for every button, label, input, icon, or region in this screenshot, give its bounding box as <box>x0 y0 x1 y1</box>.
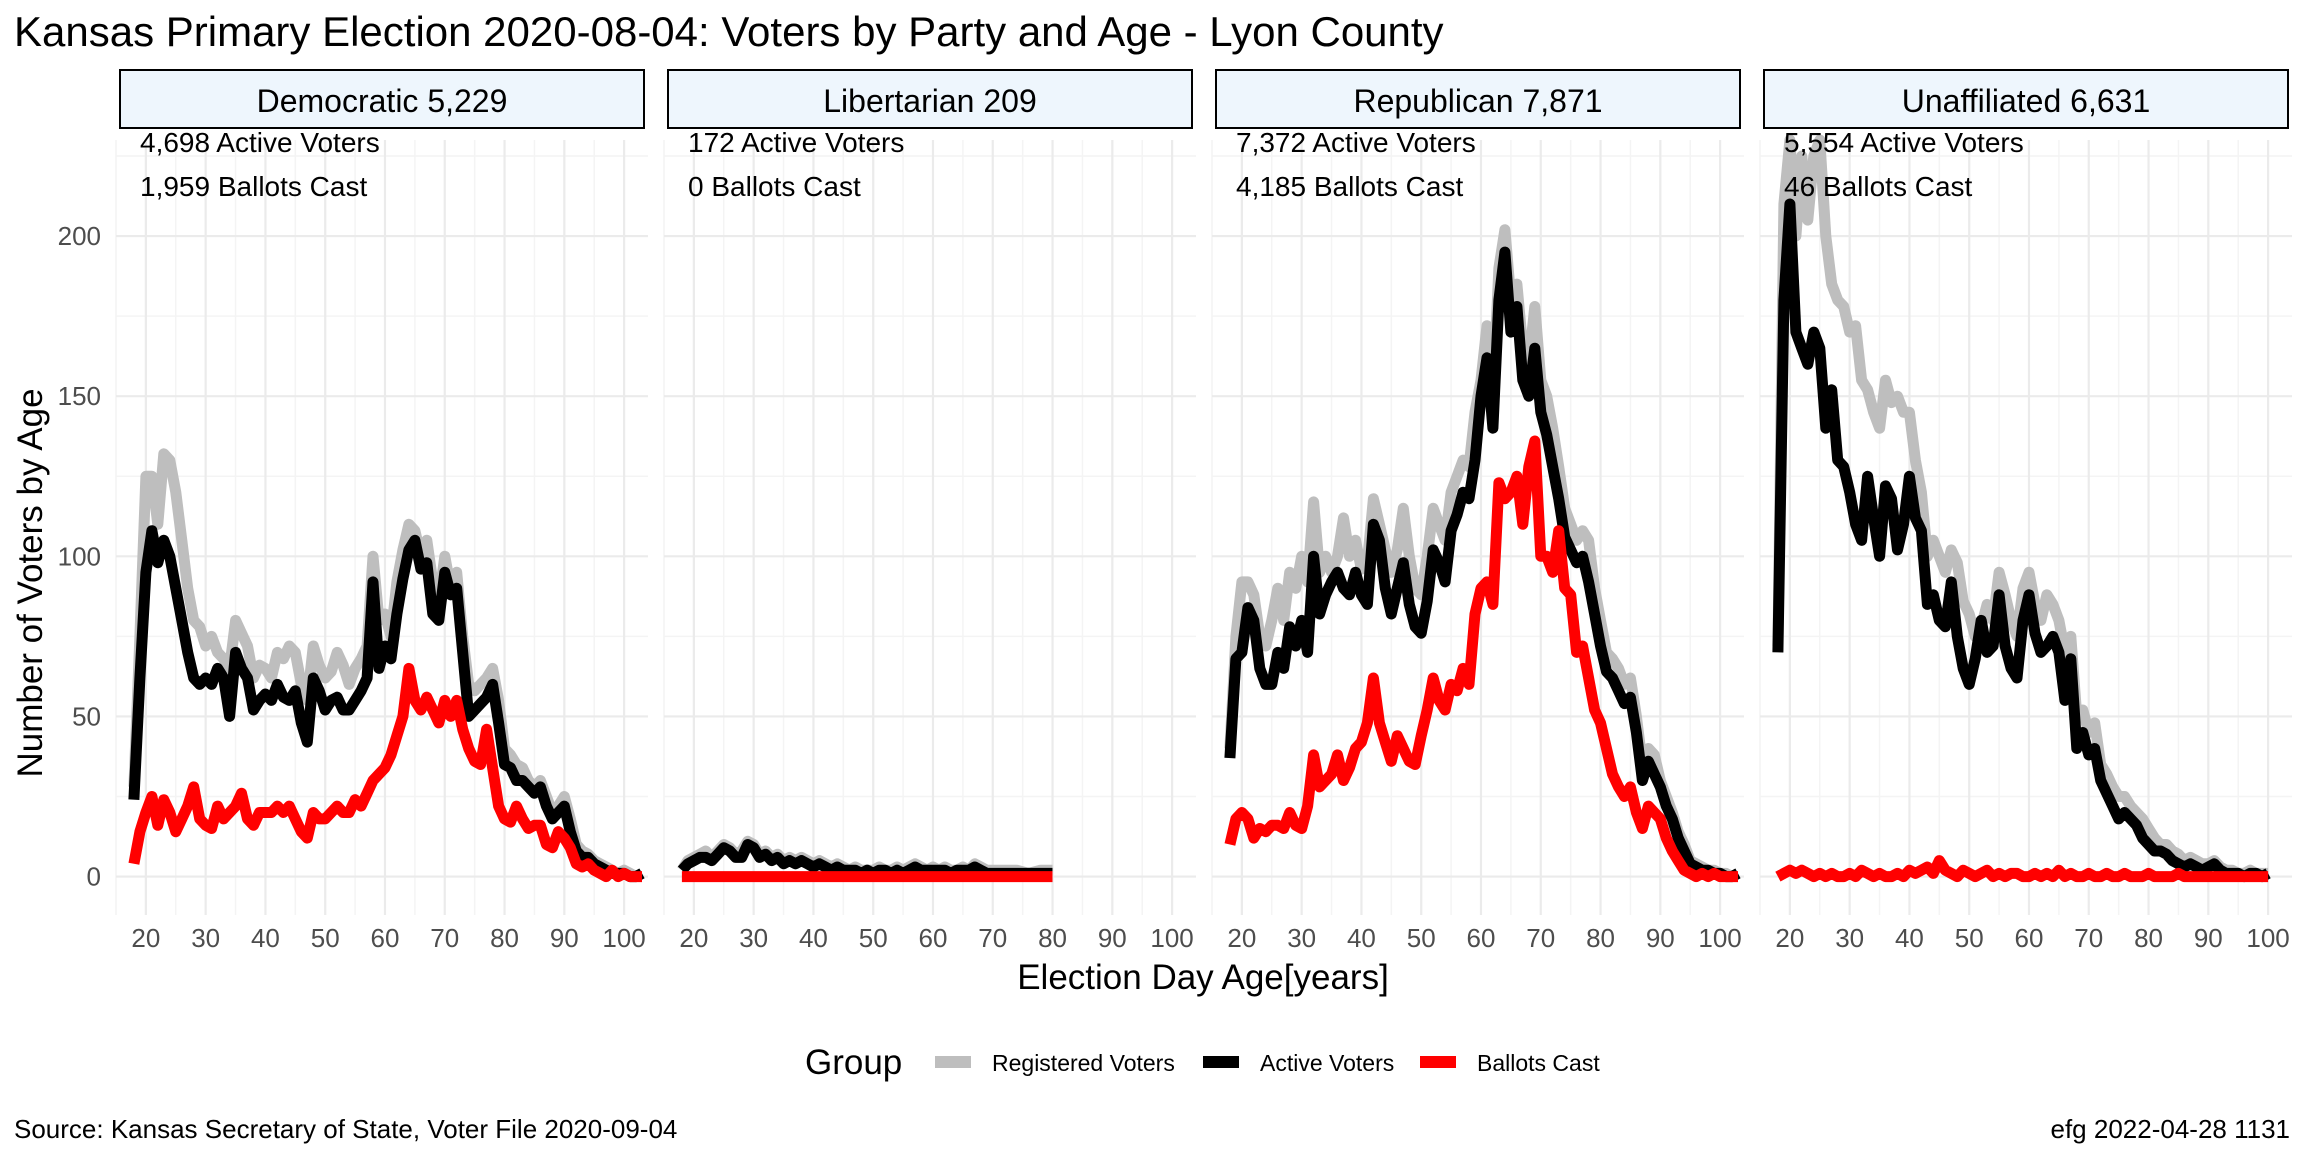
facet-strip-label: Unaffiliated 6,631 <box>1902 83 2150 119</box>
x-tick-label: 80 <box>1586 923 1615 953</box>
y-axis-title: Number of Voters by Age <box>11 388 50 777</box>
series-line-active-voters <box>1224 246 1741 883</box>
x-tick-label: 60 <box>919 923 948 953</box>
series-line-registered-voters <box>1224 224 1741 883</box>
x-tick-label: 80 <box>2134 923 2163 953</box>
x-tick-label: 60 <box>1467 923 1496 953</box>
x-tick-label: 90 <box>2194 923 2223 953</box>
timestamp-caption: efg 2022-04-28 1131 <box>2051 1114 2291 1144</box>
x-tick-label: 40 <box>251 923 280 953</box>
annotation-ballots-cast: 1,959 Ballots Cast <box>140 171 367 202</box>
chart-title: Kansas Primary Election 2020-08-04: Vote… <box>14 8 1444 55</box>
series-line-ballots-cast <box>1775 855 2269 883</box>
x-tick-label: 50 <box>1407 923 1436 953</box>
x-tick-label: 50 <box>311 923 340 953</box>
facet-strip <box>119 69 645 129</box>
x-tick-label: 50 <box>859 923 888 953</box>
series-line-active-voters <box>128 525 645 883</box>
x-tick-label: 70 <box>978 923 1007 953</box>
source-caption: Source: Kansas Secretary of State, Voter… <box>14 1114 677 1144</box>
x-tick-label: 60 <box>371 923 400 953</box>
x-tick-label: 90 <box>1098 923 1127 953</box>
x-tick-label: 100 <box>1150 923 1193 953</box>
y-tick-label: 200 <box>58 221 101 251</box>
legend-label: Ballots Cast <box>1477 1050 1600 1076</box>
x-tick-label: 20 <box>679 923 708 953</box>
legend-label: Active Voters <box>1260 1050 1394 1076</box>
x-tick-label: 30 <box>739 923 768 953</box>
facet-strip-label: Libertarian 209 <box>823 83 1036 119</box>
annotation-active-voters: 172 Active Voters <box>688 127 904 158</box>
x-tick-label: 20 <box>1227 923 1256 953</box>
x-tick-label: 40 <box>799 923 828 953</box>
annotation-ballots-cast: 0 Ballots Cast <box>688 171 861 202</box>
x-axis-title: Election Day Age[years] <box>1017 958 1389 997</box>
panel-unaffiliated: Unaffiliated 6,631 5,554 Active Voters 46 … <box>1759 69 2292 953</box>
y-tick-label: 50 <box>72 701 101 731</box>
x-tick-label: 90 <box>1646 923 1675 953</box>
x-tick-label: 100 <box>1698 923 1741 953</box>
annotation-ballots-cast: 4,185 Ballots Cast <box>1236 171 1463 202</box>
series-line-ballots-cast <box>128 662 642 883</box>
x-tick-label: 20 <box>131 923 160 953</box>
x-tick-label: 30 <box>1287 923 1316 953</box>
series-line-active-voters <box>677 839 1053 879</box>
annotation-active-voters: 5,554 Active Voters <box>1784 127 2024 158</box>
x-tick-label: 100 <box>602 923 645 953</box>
y-tick-label: 0 <box>87 862 101 892</box>
legend-label: Registered Voters <box>992 1050 1175 1076</box>
facet-strip-label: Republican 7,871 <box>1353 83 1602 119</box>
x-tick-label: 70 <box>1526 923 1555 953</box>
x-tick-label: 40 <box>1895 923 1924 953</box>
x-tick-label: 50 <box>1955 923 1984 953</box>
facet-strip <box>1215 69 1741 129</box>
x-tick-label: 80 <box>1038 923 1067 953</box>
panel-democratic: Democratic 5,229 4,698 Active Voters 1,959… <box>115 69 648 953</box>
x-tick-label: 30 <box>1835 923 1864 953</box>
x-tick-label: 40 <box>1347 923 1376 953</box>
x-tick-label: 80 <box>490 923 519 953</box>
x-tick-label: 90 <box>550 923 579 953</box>
annotation-ballots-cast: 46 Ballots Cast <box>1784 171 1973 202</box>
facet-strip <box>1763 69 2289 129</box>
y-tick-label: 150 <box>58 381 101 411</box>
legend-title: Group <box>805 1043 902 1082</box>
annotation-active-voters: 4,698 Active Voters <box>140 127 380 158</box>
series-line-active-voters <box>1772 198 2271 883</box>
x-tick-label: 70 <box>2074 923 2103 953</box>
panels-group: Democratic 5,229 4,698 Active Voters 1,959… <box>58 69 2292 953</box>
panel-libertarian: Libertarian 209 172 Active Voters 0 Ballot… <box>663 69 1196 953</box>
legend: Group Registered Voters Active Voters Ball… <box>805 1043 1600 1082</box>
annotation-active-voters: 7,372 Active Voters <box>1236 127 1476 158</box>
facet-strip-label: Democratic 5,229 <box>257 83 508 119</box>
x-tick-label: 20 <box>1775 923 1804 953</box>
series-line-registered-voters <box>1772 134 2269 879</box>
x-tick-label: 60 <box>2015 923 2044 953</box>
x-tick-label: 30 <box>191 923 220 953</box>
panel-republican: Republican 7,871 7,372 Active Voters 4,185… <box>1211 69 1744 953</box>
y-tick-label: 100 <box>58 541 101 571</box>
series-line-ballots-cast <box>1224 435 1738 883</box>
x-tick-label: 70 <box>430 923 459 953</box>
facet-strip <box>667 69 1193 129</box>
x-tick-label: 100 <box>2246 923 2289 953</box>
